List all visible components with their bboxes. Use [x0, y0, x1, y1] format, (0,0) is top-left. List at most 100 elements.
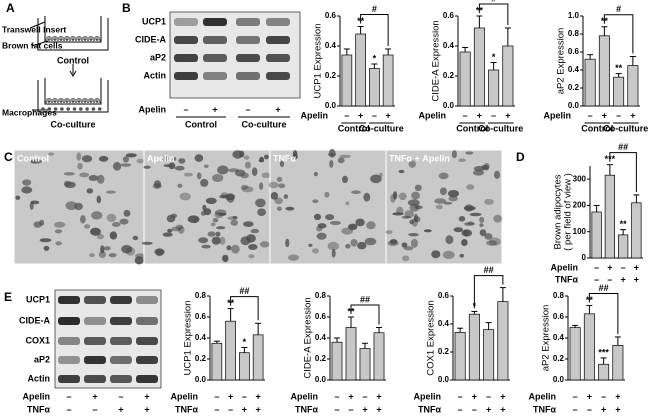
cell — [105, 190, 116, 194]
y-axis-label: ( per field of view ) — [563, 173, 574, 251]
insert — [44, 16, 102, 43]
x-tick-label: + — [630, 110, 635, 120]
cell — [327, 241, 339, 251]
cell — [278, 183, 286, 189]
y-tick-label: 0.2 — [568, 83, 580, 92]
cell — [461, 229, 473, 237]
cell — [288, 254, 299, 261]
x-tick-label: – — [458, 391, 463, 401]
cell — [196, 172, 202, 180]
cell — [96, 195, 102, 204]
bracket-label: # — [616, 4, 621, 14]
blot-band — [236, 54, 260, 62]
y-tick-label: 0.6 — [438, 291, 450, 300]
x-tick-label: + — [358, 110, 363, 120]
y-tick-label: 0.6 — [568, 47, 580, 56]
bar — [502, 45, 514, 107]
cell — [90, 227, 101, 236]
blot-band — [58, 317, 80, 325]
cell — [472, 169, 485, 176]
cell — [392, 191, 398, 200]
x-tick-label: + — [505, 110, 510, 120]
cell — [153, 180, 162, 188]
x-tick-label: + — [255, 404, 260, 414]
y-axis-label: aP2 Expression — [556, 28, 567, 95]
cell — [193, 218, 198, 224]
cell — [22, 179, 32, 186]
cell — [125, 153, 137, 158]
blot-frame — [54, 289, 162, 389]
cell — [466, 184, 475, 191]
cell — [210, 222, 216, 227]
blot-band — [136, 356, 158, 364]
cell — [385, 230, 393, 235]
cell — [240, 184, 249, 190]
bar — [459, 51, 471, 107]
bar — [497, 301, 509, 381]
bar — [473, 27, 485, 107]
fat-cell — [70, 36, 76, 40]
bar — [483, 329, 495, 381]
cell — [409, 219, 415, 225]
cell — [63, 180, 71, 187]
cell — [341, 227, 354, 235]
fat-cell — [46, 36, 52, 40]
blot-band — [203, 54, 227, 62]
error-bar — [504, 27, 511, 46]
image-label: Apelin — [147, 153, 175, 163]
cells — [41, 36, 102, 111]
cell — [48, 152, 55, 156]
blot-band — [174, 18, 198, 26]
cell — [463, 206, 476, 211]
row-label: Apelin — [550, 262, 578, 272]
cell — [410, 238, 418, 248]
cell — [76, 152, 82, 161]
x-tick-label: + — [607, 262, 612, 272]
cell — [63, 172, 75, 176]
y-axis-label: aP2 Expression — [541, 305, 552, 372]
cell — [31, 159, 37, 164]
cell — [469, 212, 482, 217]
cell — [39, 238, 52, 243]
cell — [143, 165, 151, 169]
cell — [219, 236, 226, 245]
x-tick-label: – — [214, 404, 219, 414]
cell — [279, 160, 285, 167]
y-tick-label: 0.6 — [315, 312, 327, 321]
cell — [109, 231, 118, 240]
cell — [351, 190, 361, 194]
blot-band — [58, 296, 80, 304]
error-bar — [629, 56, 636, 66]
x-tick-label: + — [602, 110, 607, 120]
bracket — [609, 152, 637, 192]
group-label: Co-culture — [603, 123, 648, 133]
x-tick-label: + — [255, 391, 260, 401]
cell — [98, 155, 109, 162]
y-tick-label: 0.4 — [568, 65, 580, 74]
blot-band — [236, 36, 260, 44]
cell — [55, 241, 62, 246]
row-label: TNFα — [175, 404, 198, 414]
cell — [411, 191, 420, 200]
x-tick-label: – — [242, 391, 247, 401]
x-tick-label: + — [601, 404, 606, 414]
x-tick-label: + — [228, 391, 233, 401]
sign: + — [275, 104, 280, 114]
blot-band — [84, 337, 106, 345]
x-tick-label: + — [385, 110, 390, 120]
cell — [187, 215, 200, 223]
well — [37, 18, 109, 51]
y-tick-label: 0.8 — [568, 29, 580, 38]
cell — [264, 154, 269, 160]
cell — [132, 235, 139, 241]
fat-cell — [58, 36, 64, 40]
cell — [98, 250, 106, 259]
cell — [445, 235, 454, 245]
cell — [378, 172, 383, 177]
well — [37, 80, 109, 113]
macrophage — [91, 107, 96, 111]
bracket-label: # — [372, 4, 377, 14]
y-tick-label: 0.8 — [315, 291, 327, 300]
blot-band — [266, 36, 290, 44]
cell — [125, 246, 136, 256]
